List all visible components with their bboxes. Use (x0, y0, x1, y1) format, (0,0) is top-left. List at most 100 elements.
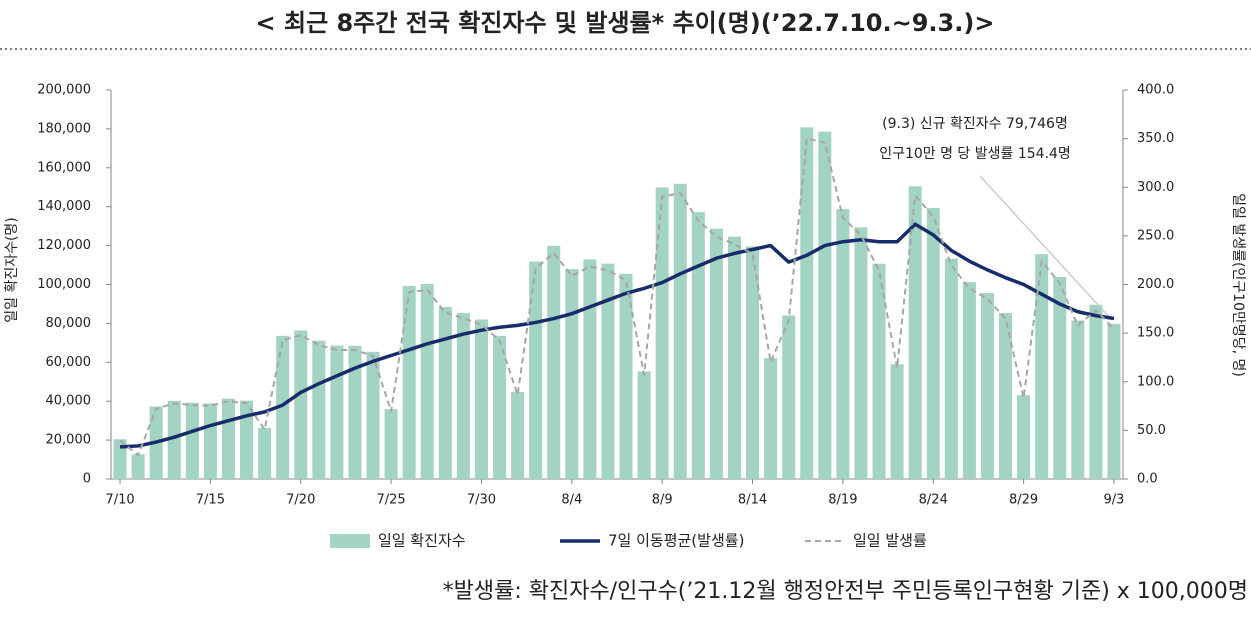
bar (221, 398, 235, 479)
y2-axis-label: 일일 발생률(인구10만명당, 명) (1230, 193, 1246, 377)
bar (529, 261, 543, 479)
legend-label: 일일 확진자수 (378, 532, 466, 550)
bar (493, 335, 507, 479)
bar (131, 454, 145, 479)
y-tick-label: 40,000 (46, 394, 92, 409)
bar (565, 269, 579, 479)
x-tick-label: 8/19 (828, 493, 857, 508)
bar (854, 227, 868, 479)
bar (185, 402, 199, 479)
y-tick-label: 60,000 (46, 355, 92, 370)
bar (1089, 304, 1103, 479)
x-tick-label: 7/10 (105, 493, 134, 508)
bar (890, 364, 904, 479)
line (119, 222, 1115, 449)
y2-tick-label: 0.0 (1137, 472, 1158, 487)
bar (673, 183, 687, 479)
bar (402, 285, 416, 479)
bar (1107, 323, 1121, 479)
bar (619, 273, 633, 479)
legend-label: 7일 이동평균(발생률) (608, 532, 744, 550)
x-tick-label: 7/15 (196, 493, 225, 508)
y2-tick-label: 200.0 (1137, 277, 1174, 292)
chart-title: < 최근 8주간 전국 확진자수 및 발생률* 추이(명)(’22.7.10.~… (256, 9, 995, 37)
bar (601, 263, 615, 479)
annotation: 인구10만 명 당 발생률 154.4명 (879, 146, 1071, 162)
y-tick-label: 100,000 (37, 277, 91, 292)
x-tick-label: 8/29 (1009, 493, 1038, 508)
y-axis-label: 일일 확진자수(명) (4, 217, 20, 323)
bar (294, 330, 308, 479)
dashed-line (119, 137, 1115, 457)
bar (800, 127, 814, 480)
y-tick-label: 0 (83, 472, 91, 487)
bar (782, 315, 796, 479)
y2-tick-label: 150.0 (1137, 326, 1174, 341)
y2-tick-label: 400.0 (1137, 83, 1174, 98)
bar (1071, 320, 1085, 479)
bar (348, 345, 362, 479)
bar (511, 392, 525, 479)
x-tick-label: 7/30 (467, 493, 496, 508)
y2-tick-label: 300.0 (1137, 180, 1174, 195)
bar (962, 282, 976, 479)
bar (1053, 276, 1067, 479)
y2-tick-label: 350.0 (1137, 131, 1174, 146)
bar (312, 340, 326, 479)
bar (203, 403, 217, 479)
bar (384, 409, 398, 479)
y2-tick-label: 100.0 (1137, 374, 1174, 389)
bar (583, 259, 597, 479)
annotation: (9.3) 신규 확진자수 79,746명 (882, 116, 1068, 132)
y-tick-label: 20,000 (46, 433, 92, 448)
legend-swatch (330, 534, 370, 548)
bar (258, 427, 272, 479)
y-tick-label: 180,000 (37, 121, 91, 136)
bar (691, 212, 705, 479)
bar (167, 400, 181, 479)
footnote: *발생률: 확진자수/인구수(’21.12월 행정안전부 주민등록인구현황 기준… (443, 579, 1248, 604)
bar (836, 209, 850, 479)
bar (818, 131, 832, 480)
bar (908, 186, 922, 479)
bar (366, 351, 380, 479)
bar (764, 358, 778, 479)
x-tick-label: 8/9 (652, 493, 673, 508)
bar (727, 236, 741, 479)
y2-tick-label: 50.0 (1137, 423, 1166, 438)
bar (276, 335, 290, 479)
bar (944, 258, 958, 479)
bar (113, 439, 127, 479)
y-tick-label: 200,000 (37, 83, 91, 98)
y-tick-label: 140,000 (37, 199, 91, 214)
bar (980, 293, 994, 479)
annotation-leader (979, 175, 1111, 319)
bar (474, 319, 488, 479)
x-tick-label: 7/25 (377, 493, 406, 508)
bar (330, 345, 344, 479)
y-tick-label: 80,000 (46, 316, 92, 331)
bar (709, 228, 723, 479)
bar (746, 246, 760, 479)
bar (872, 263, 886, 479)
x-tick-label: 8/24 (919, 493, 948, 508)
bar (438, 307, 452, 479)
bar (637, 371, 651, 479)
legend-label: 일일 발생률 (853, 532, 927, 550)
bar (655, 187, 669, 479)
y2-tick-label: 250.0 (1137, 228, 1174, 243)
bar (547, 245, 561, 479)
bar (456, 313, 470, 479)
bar (240, 400, 254, 479)
x-tick-label: 7/20 (286, 493, 315, 508)
y-tick-label: 120,000 (37, 238, 91, 253)
bar (420, 283, 434, 479)
x-tick-label: 9/3 (1104, 493, 1125, 508)
x-tick-label: 8/4 (561, 493, 582, 508)
bar (999, 313, 1013, 479)
y-tick-label: 160,000 (37, 160, 91, 175)
x-tick-label: 8/14 (738, 493, 767, 508)
bar (1017, 395, 1031, 479)
bar (926, 208, 940, 479)
